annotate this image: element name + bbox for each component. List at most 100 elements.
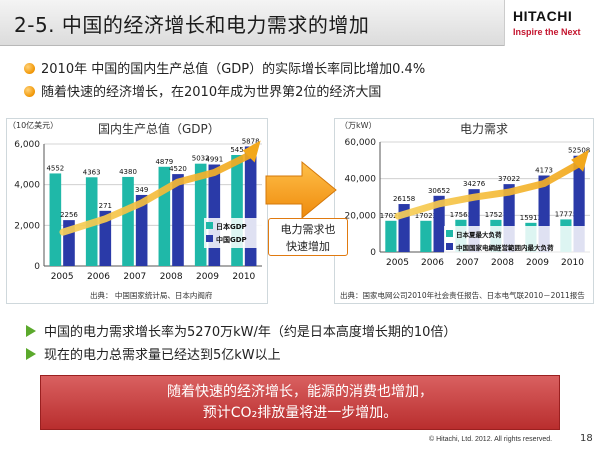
data-label: 17521 — [485, 211, 507, 219]
power-chart-panel — [334, 118, 594, 304]
bar-china — [433, 195, 445, 252]
bullet-item: 随着快速的经济增长，在2010年成为世界第2位的经济大国 — [24, 81, 381, 100]
bar-china — [208, 164, 221, 266]
bar-japan — [158, 166, 171, 266]
x-tick-label: 2010 — [561, 258, 584, 268]
bar-japan — [194, 163, 207, 266]
legend-swatch — [446, 230, 453, 237]
arrow-callout: 电力需求也 快速增加 — [268, 218, 348, 256]
data-label: 52508 — [568, 147, 590, 155]
x-tick-label: 2006 — [87, 272, 110, 282]
data-label: 271 — [99, 202, 112, 210]
legend-swatch — [206, 222, 213, 229]
bar-china — [573, 155, 585, 252]
summary-line-1: 随着快速的经济增长，能源的消费也增加， — [167, 384, 433, 400]
x-tick-label: 2006 — [421, 258, 444, 268]
data-label: 2256 — [60, 211, 78, 219]
bullet-text: 中国的电力需求增长率为5270万kW/年（约是日本高度增长期的10倍） — [44, 325, 457, 340]
y-tick-label: 0 — [34, 262, 40, 272]
bar-china — [398, 204, 410, 252]
bar-china — [99, 210, 112, 266]
data-label: 30652 — [428, 187, 450, 195]
data-label: 37022 — [498, 175, 520, 183]
x-tick-label: 2009 — [526, 258, 549, 268]
data-label: 17775 — [555, 210, 577, 218]
orange-bullet-icon — [24, 63, 35, 74]
right-arrow-icon — [265, 160, 337, 220]
data-label: 5878 — [242, 137, 260, 145]
bar-china — [538, 175, 550, 252]
summary-line-2: 预计CO₂排放量将进一步增加。 — [202, 405, 398, 421]
trend-arrow — [59, 150, 255, 236]
bullet-item: 2010年 中国的国内生产总值（GDP）的实际增长率同比增加0.4% — [24, 58, 425, 77]
legend-box — [204, 218, 262, 248]
data-label: 4363 — [83, 168, 101, 176]
x-tick-label: 2007 — [123, 272, 146, 282]
green-triangle-icon — [26, 325, 36, 337]
bullet-text: 现在的电力总需求量已经达到5亿kW以上 — [44, 348, 281, 363]
x-tick-label: 2008 — [491, 258, 514, 268]
y-tick-label: 0 — [370, 248, 376, 258]
bar-japan — [231, 155, 243, 266]
legend-label: 日本GDP — [216, 222, 247, 231]
y-tick-label: 40,000 — [345, 175, 377, 185]
legend-box — [444, 226, 590, 256]
data-label: 4380 — [119, 168, 137, 176]
trend-arrow-head — [571, 149, 590, 172]
power-source: 出典：国家电网公司2010年社会责任报告、日本电气联2010－2011报告 — [340, 291, 585, 300]
gdp-chart-title: 国内生产总值（GDP） — [98, 122, 220, 136]
y-tick-label: 6,000 — [14, 140, 40, 150]
bar-china — [172, 174, 184, 266]
data-label: 4520 — [169, 165, 187, 173]
logo-name: HITACHI — [513, 8, 573, 24]
legend-label: 日本夏最大负荷 — [456, 230, 502, 239]
x-tick-label: 2009 — [196, 272, 219, 282]
bullet-item: 现在的电力总需求量已经达到5亿kW以上 — [26, 344, 281, 363]
bullet-item: 中国的电力需求增长率为5270万kW/年（约是日本高度增长期的10倍） — [26, 321, 456, 340]
data-label: 17024 — [380, 212, 403, 220]
x-tick-label: 2010 — [232, 272, 255, 282]
bar-japan — [49, 173, 62, 266]
green-triangle-icon — [26, 348, 36, 360]
y-tick-label: 4,000 — [14, 181, 40, 191]
bar-japan — [122, 176, 134, 266]
legend-swatch — [206, 235, 213, 242]
bar-japan — [420, 220, 432, 252]
data-label: 4879 — [155, 158, 173, 166]
hitachi-logo: HITACHI Inspire the Next — [504, 0, 600, 46]
power-unit-label: （万kW） — [340, 121, 377, 130]
page-number: 18 — [580, 433, 593, 444]
data-label: 17022 — [415, 212, 437, 220]
bar-china — [135, 194, 148, 266]
x-tick-label: 2005 — [386, 258, 409, 268]
data-label: 5032 — [192, 155, 210, 163]
bullet-text: 随着快速的经济增长，在2010年成为世界第2位的经济大国 — [41, 85, 382, 100]
slide-title: 2-5. 中国的经济增长和电力需求的增加 — [14, 13, 370, 37]
bar-japan — [385, 220, 397, 252]
x-tick-label: 2008 — [160, 272, 183, 282]
data-label: 15913 — [520, 214, 542, 222]
x-tick-label: 2007 — [456, 258, 479, 268]
copyright: © Hitachi, Ltd. 2012. All rights reserve… — [429, 436, 553, 443]
orange-bullet-icon — [24, 86, 35, 97]
y-tick-label: 20,000 — [345, 211, 377, 221]
gdp-unit-label: （10亿美元） — [8, 121, 59, 130]
trend-arrow-head — [242, 140, 261, 163]
legend-label: 中国国家电網経営範囲内最大负荷 — [456, 243, 554, 252]
data-label: 26158 — [393, 195, 415, 203]
header-bar: 2-5. 中国的经济增长和电力需求的增加 HITACHI Inspire the… — [0, 0, 600, 46]
bar-china — [468, 189, 480, 252]
logo-tagline: Inspire the Next — [513, 27, 581, 37]
power-chart-title: 电力需求 — [460, 122, 509, 136]
data-label: 349 — [135, 186, 148, 194]
gdp-source: 出典： 中国国家统计局、日本内阁府 — [90, 291, 213, 300]
x-tick-label: 2005 — [51, 272, 74, 282]
arrow-callout-text: 电力需求也 快速增加 — [280, 223, 336, 253]
data-label: 34276 — [463, 180, 486, 188]
bar-china — [63, 220, 75, 266]
data-label: 545 — [230, 146, 243, 154]
data-label: 4552 — [46, 164, 64, 172]
bullet-text: 2010年 中国的国内生产总值（GDP）的实际增长率同比增加0.4% — [41, 62, 426, 77]
